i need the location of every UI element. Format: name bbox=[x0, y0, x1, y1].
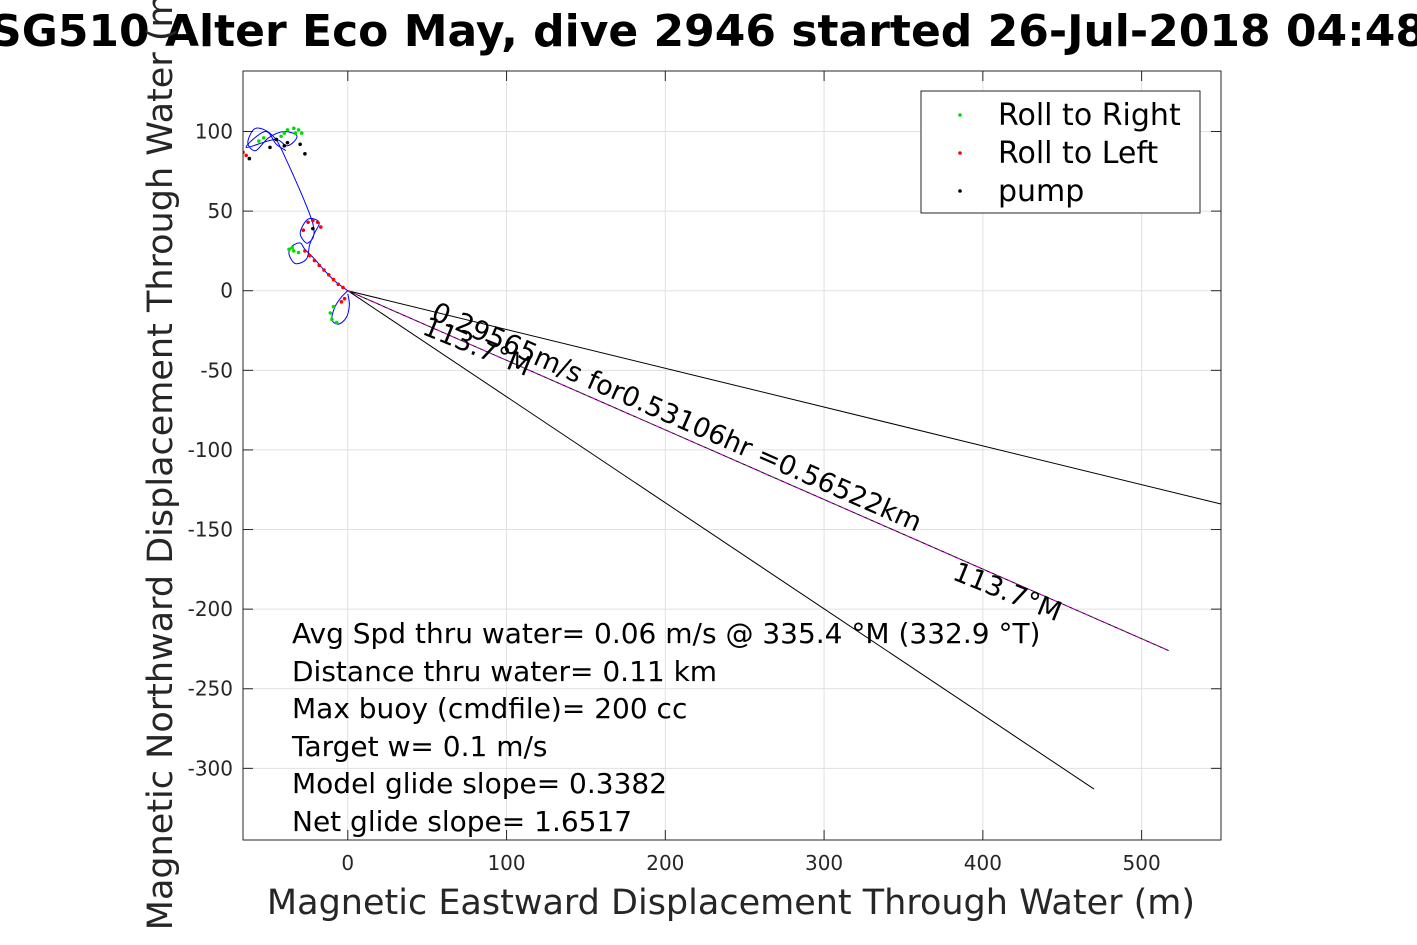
roll-right-point bbox=[334, 320, 339, 325]
pump-point bbox=[274, 137, 279, 142]
stat-model-glide: Model glide slope= 0.3382 bbox=[292, 767, 667, 800]
roll-right-point bbox=[292, 126, 296, 131]
track-loop-path bbox=[331, 290, 350, 325]
x-tick-label: 0 bbox=[341, 851, 354, 875]
roll-left-point bbox=[311, 218, 315, 223]
roll-right-point bbox=[328, 311, 333, 315]
roll-right-point bbox=[296, 128, 301, 132]
x-tick-label: 100 bbox=[487, 851, 525, 875]
heading-bound-line bbox=[347, 290, 1221, 505]
roll-right-point bbox=[293, 131, 298, 135]
heading-bound-line bbox=[347, 290, 1095, 790]
stats-block: Avg Spd thru water= 0.06 m/s @ 335.4 °M … bbox=[291, 617, 1040, 838]
roll-left-point bbox=[312, 258, 317, 263]
roll-left-point bbox=[331, 277, 336, 282]
stat-avg-speed: Avg Spd thru water= 0.06 m/s @ 335.4 °M … bbox=[292, 617, 1040, 650]
roll-right-point bbox=[279, 134, 283, 139]
x-tick-label: 500 bbox=[1123, 851, 1161, 875]
roll-right-point bbox=[285, 128, 290, 132]
wedge-lines bbox=[347, 290, 1221, 790]
roll-left-point bbox=[339, 300, 344, 304]
roll-left-point bbox=[244, 153, 248, 158]
roll-right-point bbox=[330, 317, 334, 322]
y-tick-label: -300 bbox=[188, 756, 233, 780]
roll-right-point bbox=[257, 139, 261, 143]
stat-distance: Distance thru water= 0.11 km bbox=[292, 655, 717, 688]
roll-left-point bbox=[317, 263, 322, 268]
roll-right-point bbox=[290, 245, 295, 250]
y-axis-label: Magnetic Northward Displacement Through … bbox=[141, 0, 181, 930]
legend-marker-roll-right bbox=[958, 113, 962, 117]
course-line-magenta bbox=[347, 290, 1169, 651]
roll-left-point bbox=[301, 228, 306, 233]
grid bbox=[243, 71, 1221, 840]
pump-point bbox=[247, 156, 252, 161]
y-tick-label: -250 bbox=[188, 677, 233, 701]
plot-frame bbox=[242, 70, 1222, 841]
x-axis-label: Magnetic Eastward Displacement Through W… bbox=[267, 883, 1195, 923]
roll-right-point bbox=[296, 250, 301, 255]
roll-left-point bbox=[336, 282, 341, 287]
y-tick-label: 50 bbox=[208, 199, 233, 223]
y-tick-label: -150 bbox=[188, 518, 233, 542]
roll-right-point bbox=[292, 249, 296, 253]
glider-track bbox=[245, 127, 350, 325]
stat-net-glide: Net glide slope= 1.6517 bbox=[292, 805, 632, 838]
pump-point bbox=[268, 145, 272, 150]
pump-point bbox=[298, 142, 302, 147]
roll-left-point bbox=[306, 220, 310, 225]
y-tick-label: 100 bbox=[195, 120, 233, 144]
roll-left-point bbox=[307, 253, 312, 258]
roll-left-point bbox=[342, 296, 347, 301]
y-tick-label: -100 bbox=[188, 438, 233, 462]
legend-label-roll-left: Roll to Left bbox=[998, 136, 1158, 171]
roll-left-point bbox=[341, 285, 345, 290]
stat-max-buoy: Max buoy (cmdfile)= 200 cc bbox=[292, 692, 687, 725]
legend-label-roll-right: Roll to Right bbox=[998, 98, 1181, 133]
x-tick-label: 400 bbox=[964, 851, 1002, 875]
roll-left-point bbox=[315, 220, 320, 225]
legend-marker-roll-left bbox=[958, 151, 962, 155]
roll-markers bbox=[243, 126, 347, 325]
track-path bbox=[245, 127, 349, 292]
stat-target-w: Target w= 0.1 m/s bbox=[291, 730, 548, 763]
y-tick-label: -50 bbox=[200, 358, 233, 382]
chart-title: SG510 Alter Eco May, dive 2946 started 2… bbox=[0, 6, 1417, 57]
x-tick-label: 200 bbox=[646, 851, 684, 875]
roll-right-point bbox=[331, 304, 336, 309]
roll-right-point bbox=[299, 131, 304, 135]
legend-marker-pump bbox=[958, 189, 962, 193]
roll-left-point bbox=[303, 249, 307, 253]
roll-right-point bbox=[282, 131, 287, 135]
roll-left-point bbox=[322, 268, 326, 272]
roll-right-point bbox=[261, 136, 266, 140]
roll-left-point bbox=[318, 225, 323, 229]
pump-point bbox=[303, 151, 307, 156]
pump-point bbox=[311, 226, 315, 231]
roll-right-point bbox=[287, 247, 291, 252]
legend-label-pump: pump bbox=[998, 174, 1084, 209]
y-tick-label: -200 bbox=[188, 597, 233, 621]
axis-ticks: 0 100 200 300 400 500100500-50-100-150-200-25… bbox=[188, 71, 1221, 875]
x-tick-label: 300 bbox=[805, 851, 843, 875]
y-tick-label: 0 bbox=[220, 279, 233, 303]
legend: Roll to Right Roll to Left pump bbox=[920, 90, 1201, 214]
pump-point bbox=[285, 140, 290, 145]
legend-box bbox=[920, 90, 1201, 214]
pump-point bbox=[282, 144, 287, 148]
roll-left-point bbox=[326, 272, 331, 277]
